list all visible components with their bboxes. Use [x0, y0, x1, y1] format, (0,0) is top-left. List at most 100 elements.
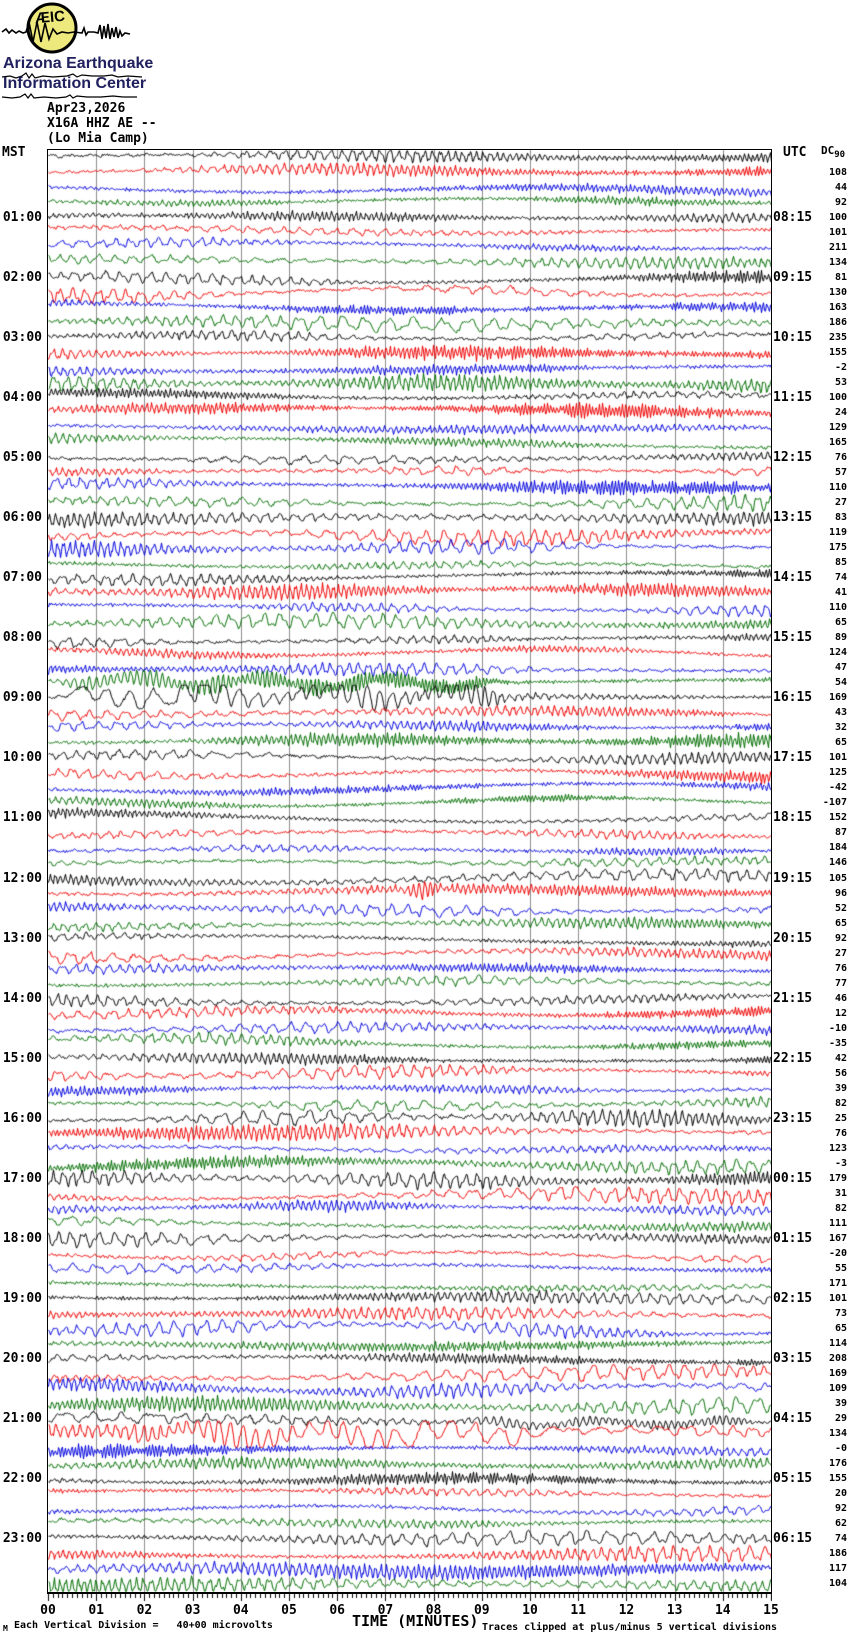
dc-offset-value: 47 — [834, 662, 847, 674]
dc-offset-value: 76 — [834, 1127, 847, 1139]
mst-hour-label: 10:00 — [2, 750, 42, 766]
station-site-name: (Lo Mia Camp) — [47, 131, 149, 146]
dc-offset-value: 39 — [834, 1398, 847, 1410]
dc-offset-value: -3 — [834, 1157, 847, 1169]
mst-hour-label: 08:00 — [2, 630, 42, 646]
mst-hour-label: 06:00 — [2, 510, 42, 525]
dc-offset-value: 171 — [828, 1278, 847, 1290]
dc-offset-value: 155 — [828, 346, 847, 358]
seismogram-trace-canvas — [48, 150, 771, 1592]
dc-offset-value: 184 — [828, 842, 847, 854]
mst-hour-label: 14:00 — [2, 990, 42, 1006]
mst-hour-label: 18:00 — [2, 1231, 42, 1246]
dc-offset-value: 167 — [828, 1233, 847, 1244]
utc-hour-label: 01:15 — [773, 1231, 813, 1246]
utc-hour-label: 10:15 — [773, 329, 813, 345]
dc-offset-value: 92 — [834, 196, 847, 208]
dc-offset-value: 83 — [834, 512, 847, 523]
dc-offset-value: 56 — [834, 1067, 847, 1079]
dc-offset-value: 89 — [834, 632, 847, 644]
dc-offset-value: 110 — [828, 602, 847, 614]
mst-hour-label: 21:00 — [2, 1411, 42, 1427]
x-axis-tick-label: 05 — [281, 1603, 297, 1618]
x-axis-tick-label: 14 — [714, 1603, 731, 1618]
dc-offset-value: 52 — [834, 902, 847, 914]
utc-hour-label: 05:15 — [773, 1471, 813, 1487]
logo-acronym: ÆIC — [34, 8, 66, 28]
dc-offset-value: -20 — [828, 1248, 847, 1260]
dc-offset-value: 104 — [828, 1578, 847, 1590]
dc-offset-value: 101 — [828, 1293, 847, 1305]
dc-offset-value: 82 — [834, 1097, 847, 1109]
x-axis-title: TIME (MINUTES) — [352, 1612, 479, 1630]
vertical-division-note: Each Vertical Division = 40+00 microvolt… — [14, 1620, 273, 1631]
x-axis-tick-label: 10 — [522, 1603, 538, 1618]
utc-hour-label: 00:15 — [773, 1170, 813, 1186]
dc-offset-value: 76 — [834, 962, 847, 974]
dc-offset-value: 87 — [834, 827, 847, 839]
dc-offset-value: 57 — [834, 466, 847, 478]
dc-offset-value: 175 — [828, 542, 847, 554]
corner-mark: M — [3, 1624, 8, 1633]
utc-hour-label: 22:15 — [773, 1050, 813, 1066]
utc-hour-label: 11:15 — [773, 389, 813, 405]
mst-hour-label: 12:00 — [2, 870, 42, 886]
dc-offset-value: 65 — [834, 737, 847, 749]
dc-offset-value: 62 — [834, 1518, 847, 1530]
dc-offset-value: 134 — [828, 256, 847, 268]
utc-hour-label: 06:15 — [773, 1531, 813, 1547]
dc-offset-value: 32 — [834, 722, 847, 734]
utc-hour-label: 14:15 — [773, 570, 813, 586]
dc-offset-value: 74 — [834, 572, 847, 584]
dc-offset-value: 46 — [834, 992, 847, 1004]
utc-hour-label: 09:15 — [773, 269, 813, 285]
dc-offset-value: 74 — [834, 1533, 847, 1545]
dc-offset-value: 129 — [828, 421, 847, 433]
dc-offset-value: 29 — [834, 1413, 847, 1425]
dc-offset-value: -35 — [828, 1037, 847, 1049]
utc-hour-label: 18:15 — [773, 810, 813, 826]
dc-offset-value: 39 — [834, 1082, 847, 1094]
dc-offset-value: 163 — [828, 301, 847, 313]
org-underline-squiggle-1 — [2, 72, 142, 80]
logo-seismic-wave — [1, 21, 131, 43]
dc-offset-value: 111 — [828, 1217, 847, 1229]
x-axis-tick-label: 01 — [88, 1603, 105, 1618]
dc-offset-column-header: DC90 — [821, 144, 845, 160]
mst-hour-label: 11:00 — [2, 810, 42, 826]
utc-hour-label: 19:15 — [773, 870, 813, 886]
utc-hour-label: 15:15 — [773, 630, 813, 646]
utc-hour-label: 08:15 — [773, 209, 813, 225]
dc-offset-value: 125 — [828, 767, 847, 779]
dc-offset-value: 146 — [828, 857, 847, 869]
dc-offset-value: 65 — [834, 917, 847, 929]
org-name-line2: Information Center — [3, 75, 147, 92]
dc-offset-value: 96 — [834, 887, 847, 899]
dc-header-text: DC — [821, 144, 835, 157]
dc-offset-value: 114 — [828, 1338, 847, 1350]
dc-offset-value: 186 — [828, 316, 847, 328]
mst-hour-label: 15:00 — [2, 1050, 42, 1066]
dc-offset-value: 82 — [834, 1202, 847, 1214]
dc-offset-first-value: 90 — [834, 150, 846, 161]
x-axis-tick-label: 07 — [377, 1603, 394, 1618]
dc-offset-value: 123 — [828, 1142, 847, 1154]
dc-offset-value: 43 — [834, 707, 847, 719]
dc-offset-value: 101 — [828, 226, 847, 238]
left-axis-title-mst: MST — [2, 145, 26, 160]
mst-hour-label: 01:00 — [2, 209, 42, 225]
dc-offset-value: 108 — [828, 166, 847, 178]
dc-offset-value: 165 — [828, 436, 847, 448]
dc-offset-value: 92 — [834, 1503, 847, 1515]
dc-offset-value: 100 — [828, 391, 847, 403]
x-axis-ticks — [47, 1594, 772, 1604]
dc-offset-value: 186 — [828, 1548, 847, 1560]
utc-hour-label: 03:15 — [773, 1351, 813, 1367]
utc-hour-label: 16:15 — [773, 690, 813, 706]
dc-offset-value: 42 — [834, 1052, 847, 1064]
utc-hour-label: 04:15 — [773, 1411, 813, 1427]
dc-offset-value: 54 — [834, 677, 847, 689]
dc-offset-value: 55 — [834, 1263, 847, 1275]
seismogram-plot-frame — [47, 149, 772, 1594]
mst-hour-label: 17:00 — [2, 1170, 42, 1186]
